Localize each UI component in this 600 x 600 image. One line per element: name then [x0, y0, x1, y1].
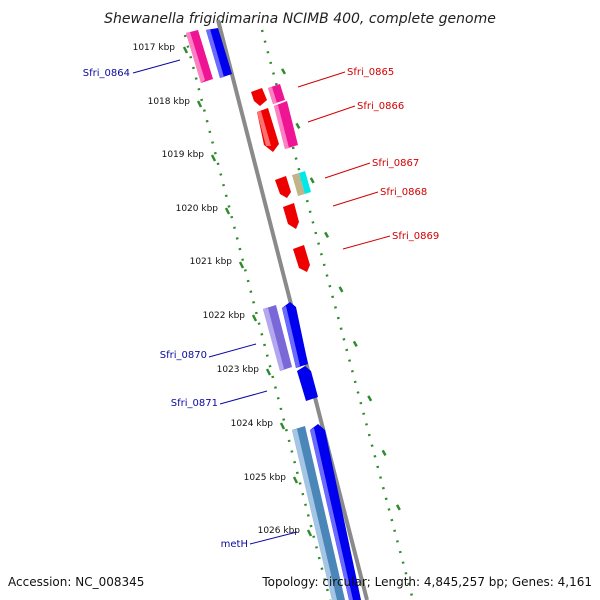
gene-sfri-0871-blue[interactable] [297, 366, 318, 401]
tick-labels: 1017 kbp 1018 kbp 1019 kbp 1020 kbp 1021… [133, 43, 301, 536]
gene-sfri-0864-magenta-highlight [186, 32, 205, 83]
gene-sfri-0865-magenta-highlight [268, 87, 277, 104]
map-title: Shewanella frigidimarina NCIMB 400, comp… [104, 11, 496, 27]
tick-label: 1023 kbp [217, 365, 260, 375]
gene-sfri-0867-cyan[interactable] [299, 171, 311, 194]
tick-label: 1017 kbp [133, 43, 176, 53]
label-leader-lines [132, 59, 391, 545]
gene-sfri-0866-magenta-highlight [274, 105, 289, 149]
gene-sfri-0869-red[interactable] [293, 245, 310, 272]
tick-label: 1021 kbp [190, 257, 233, 267]
gene-label-meth[interactable]: metH [221, 539, 248, 550]
gene-label-sfri-0865[interactable]: Sfri_0865 [347, 67, 394, 78]
tick-label: 1024 kbp [231, 419, 274, 429]
gene-sfri-0870-blue-highlight [282, 306, 300, 368]
gene-sfri-0864-blue-highlight [206, 29, 224, 78]
accession-text: Accession: NC_008345 [8, 575, 144, 589]
gene-labels: Sfri_0864 Sfri_0865 Sfri_0866 Sfri_0867 … [83, 67, 439, 550]
gene-label-sfri-0866[interactable]: Sfri_0866 [357, 101, 404, 112]
gene-sfri-0865-red[interactable] [251, 88, 267, 106]
gene-label-sfri-0870[interactable]: Sfri_0870 [160, 350, 207, 361]
gene-label-sfri-0869[interactable]: Sfri_0869 [392, 231, 439, 242]
gene-sfri-0870-purple-highlight [263, 308, 284, 371]
tick-label: 1022 kbp [203, 311, 246, 321]
gene-label-sfri-0871[interactable]: Sfri_0871 [171, 398, 218, 409]
tick-label: 1018 kbp [148, 97, 191, 107]
gene-sfri-0868-red[interactable] [283, 203, 299, 229]
gene-meth-steel-highlight [292, 429, 337, 600]
gene-sfri-0866-red-highlight [257, 111, 271, 146]
topology-summary-text: Topology: circular; Length: 4,845,257 bp… [261, 575, 592, 589]
gene-meth-blue-highlight [310, 428, 353, 600]
gene-label-sfri-0868[interactable]: Sfri_0868 [380, 187, 427, 198]
tick-label: 1019 kbp [162, 150, 205, 160]
outer-ring-dashes [281, 68, 401, 511]
tick-label: 1025 kbp [244, 473, 287, 483]
gene-label-sfri-0864[interactable]: Sfri_0864 [83, 68, 130, 79]
gene-sfri-0867-tan[interactable] [292, 173, 305, 196]
inner-ring-ticks [182, 46, 313, 537]
gene-sfri-0867-red[interactable] [275, 176, 291, 198]
tick-label: 1020 kbp [176, 204, 219, 214]
tick-label: 1026 kbp [258, 526, 301, 536]
gene-label-sfri-0867[interactable]: Sfri_0867 [372, 158, 419, 169]
